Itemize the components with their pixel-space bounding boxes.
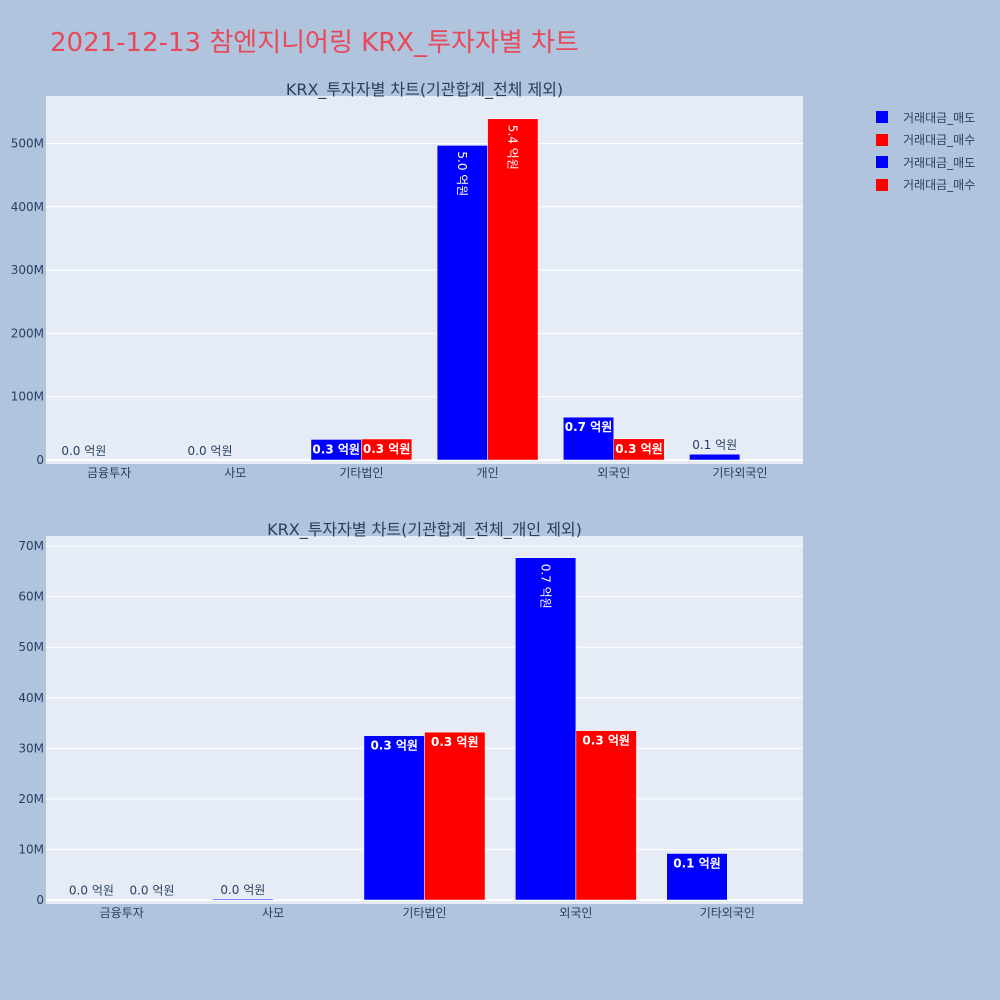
bar-label: 0.3 억원 [312, 442, 360, 456]
y-tick-label: 30M [18, 741, 44, 755]
y-tick-label: 0 [36, 893, 44, 907]
bar [575, 730, 637, 901]
bar-label: 0.3 억원 [431, 735, 479, 749]
legend-label: 거래대금_매수 [903, 133, 976, 148]
y-tick-label: 10M [18, 842, 44, 856]
bar [363, 735, 425, 901]
legend-label: 거래대금_매도 [903, 110, 976, 125]
bar-label: 5.4 억원 [506, 125, 520, 170]
bar-label: 0.0 억원 [129, 884, 174, 898]
legend-swatch [876, 178, 888, 191]
bar-label: 0.3 억원 [370, 739, 418, 753]
y-tick-label: 20M [18, 792, 44, 806]
x-tick-label: 외국인 [559, 906, 592, 920]
y-tick-label: 200M [11, 326, 44, 340]
bar-label: 0.1 억원 [692, 438, 737, 452]
page-title: 2021-12-13 참엔지니어링 KRX_투자자별 차트 [50, 28, 579, 58]
x-tick-label: 외국인 [597, 466, 630, 480]
legend-item-sell-2[interactable]: 거래대금_매도 [876, 151, 975, 174]
bar [361, 438, 413, 461]
bar-label: 0.0 억원 [69, 884, 114, 898]
bar-label: 5.0 억원 [455, 151, 469, 196]
y-tick-label: 500M [11, 136, 44, 150]
y-tick-label: 70M [18, 539, 44, 553]
legend: 거래대금_매도 거래대금_매수 거래대금_매도 거래대금_매수 [876, 106, 975, 196]
legend-label: 거래대금_매도 [903, 155, 976, 170]
x-tick-label: 기타법인 [339, 466, 383, 480]
chart-title: KRX_투자자별 차트(기관합계_전체_개인 제외) [267, 520, 582, 540]
legend-item-buy-1[interactable]: 거래대금_매수 [876, 129, 975, 152]
x-tick-label: 기타외국인 [712, 466, 767, 480]
legend-item-sell-1[interactable]: 거래대금_매도 [876, 106, 975, 129]
bar-label: 0.3 억원 [582, 734, 630, 748]
legend-swatch [876, 111, 888, 124]
legend-swatch [876, 156, 888, 169]
y-tick-label: 40M [18, 691, 44, 705]
bar [487, 118, 539, 461]
x-tick-label: 금융투자 [100, 906, 144, 920]
bar-label: 0.1 억원 [673, 856, 721, 870]
y-tick-label: 0 [36, 453, 44, 467]
bar-label: 0.7 억원 [538, 564, 552, 609]
bar [212, 898, 274, 901]
bar-label: 0.3 억원 [363, 442, 411, 456]
y-tick-label: 60M [18, 590, 44, 604]
chart-title: KRX_투자자별 차트(기관합계_전체 제외) [286, 80, 563, 100]
bar-label: 0.7 억원 [565, 420, 613, 434]
plot-area [46, 96, 803, 464]
x-tick-label: 사모 [262, 906, 284, 920]
x-tick-label: 사모 [224, 466, 246, 480]
bar [436, 145, 488, 461]
bar [689, 453, 741, 461]
bar-label: 0.0 억원 [188, 444, 233, 458]
x-tick-label: 기타법인 [402, 906, 446, 920]
legend-label: 거래대금_매수 [903, 178, 976, 193]
bar-label: 0.0 억원 [220, 883, 265, 897]
y-tick-label: 400M [11, 200, 44, 214]
x-tick-label: 기타외국인 [700, 906, 755, 920]
y-tick-label: 50M [18, 640, 44, 654]
y-tick-label: 300M [11, 263, 44, 277]
x-tick-label: 금융투자 [87, 466, 131, 480]
bar [424, 731, 486, 901]
bar [613, 438, 665, 461]
legend-item-buy-2[interactable]: 거래대금_매수 [876, 174, 975, 197]
bar-label: 0.3 억원 [615, 442, 663, 456]
y-tick-label: 100M [11, 390, 44, 404]
bar [515, 557, 577, 901]
bar [666, 853, 728, 901]
x-tick-label: 개인 [477, 466, 499, 480]
legend-swatch [876, 133, 888, 146]
bar-label: 0.0 억원 [61, 444, 106, 458]
